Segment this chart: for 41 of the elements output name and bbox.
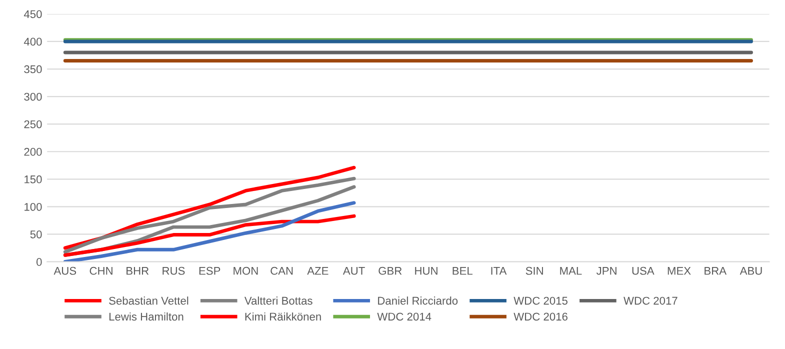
x-tick-label: BRA bbox=[704, 267, 727, 275]
legend-label: Valtteri Bottas bbox=[244, 296, 312, 305]
x-tick-label: CHN bbox=[90, 266, 112, 275]
y-tick-label: 200 bbox=[24, 148, 42, 156]
y-tick-label: 150 bbox=[24, 175, 42, 184]
y-tick-label: 50 bbox=[30, 230, 42, 238]
legend-label: WDC 2017 bbox=[624, 296, 678, 305]
x-tick-label: ESP bbox=[199, 266, 220, 275]
y-tick-label: 0 bbox=[36, 258, 42, 266]
x-tick-label: BHR bbox=[126, 267, 149, 275]
legend-label: WDC 2015 bbox=[514, 296, 568, 305]
y-tick-label: 400 bbox=[24, 38, 42, 46]
x-tick-label: SIN bbox=[526, 266, 543, 275]
line-series bbox=[63, 201, 356, 262]
x-tick-label: JPN bbox=[596, 267, 616, 275]
y-tick-label: 450 bbox=[24, 10, 42, 18]
x-tick-label: HUN bbox=[415, 267, 438, 275]
x-tick-label: MAL bbox=[560, 267, 582, 275]
x-tick-label: RUS bbox=[162, 266, 185, 275]
y-tick-label: 250 bbox=[24, 120, 42, 128]
x-tick-label: GBR bbox=[378, 266, 402, 275]
legend-label: Sebastian Vettel bbox=[109, 296, 188, 305]
y-tick-label: 350 bbox=[24, 65, 42, 74]
legend-label: Lewis Hamilton bbox=[109, 312, 184, 321]
x-tick-label: ABU bbox=[740, 267, 762, 275]
legend-label: Daniel Ricciardo bbox=[378, 296, 458, 305]
x-tick-label: ITA bbox=[491, 267, 507, 275]
x-tick-label: CAN bbox=[270, 266, 293, 275]
x-tick-label: AZE bbox=[307, 267, 328, 275]
legend-label: WDC 2014 bbox=[377, 312, 432, 321]
x-tick-label: AUT bbox=[342, 267, 365, 275]
x-tick-label: USA bbox=[632, 266, 654, 275]
x-tick-label: AUS bbox=[54, 266, 76, 275]
x-tick-label: MON bbox=[234, 266, 258, 275]
legend-label: Kimi Räikkönen bbox=[245, 312, 321, 321]
legend-label: WDC 2016 bbox=[514, 312, 568, 321]
y-tick-label: 300 bbox=[24, 92, 42, 101]
x-tick-label: MEX bbox=[668, 267, 691, 275]
x-tick-label: BEL bbox=[452, 267, 472, 275]
y-tick-label: 100 bbox=[24, 202, 42, 211]
line-series bbox=[63, 214, 356, 257]
